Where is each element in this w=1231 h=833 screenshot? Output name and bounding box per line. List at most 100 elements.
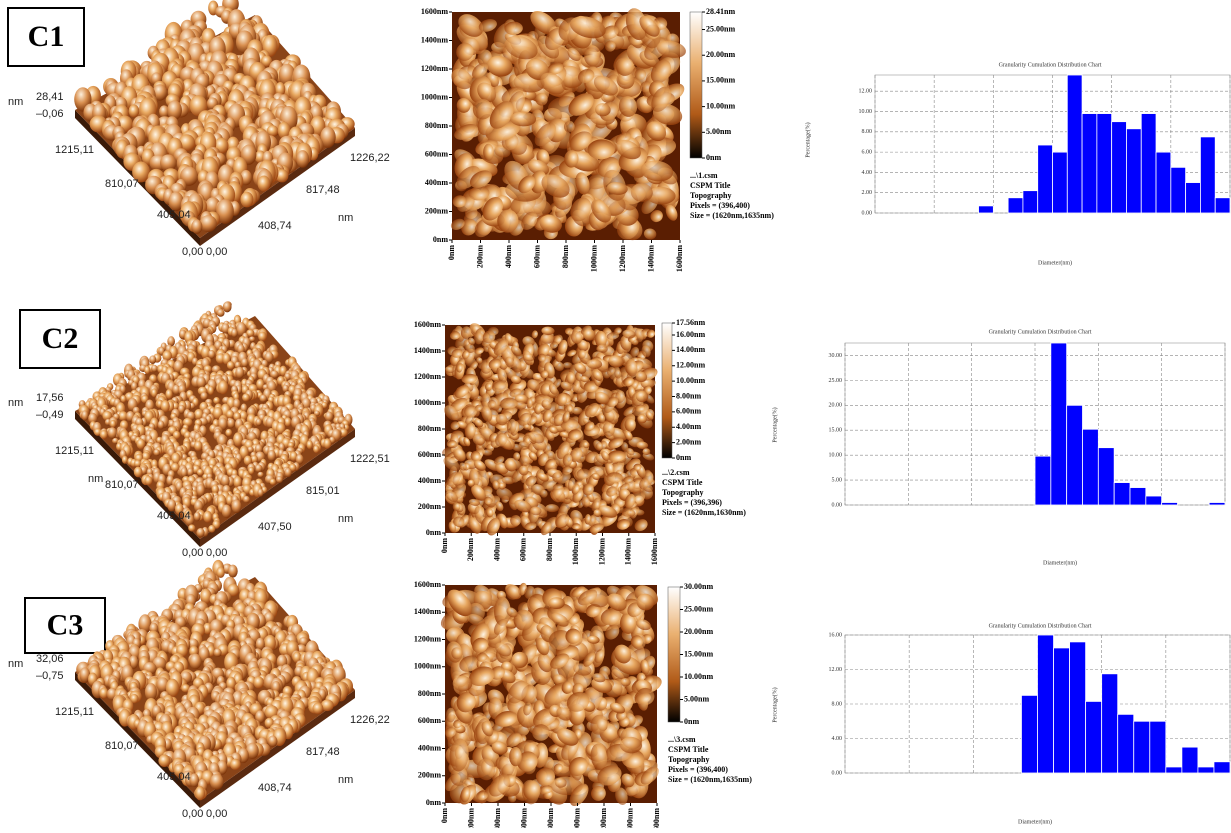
grain xyxy=(504,35,538,60)
grain xyxy=(595,103,611,117)
bar xyxy=(1165,766,1183,774)
map-y-tick: 400nm xyxy=(418,476,441,485)
grain xyxy=(530,170,547,194)
grain xyxy=(534,122,556,147)
grain-3d xyxy=(240,358,249,368)
map-y-tick: 1600nm xyxy=(414,320,441,329)
colorbar xyxy=(661,322,673,459)
grain xyxy=(646,121,667,142)
bar xyxy=(1161,502,1178,506)
grain xyxy=(591,199,612,223)
map-x-tick: 200nm xyxy=(466,538,475,561)
chart-title: Granularity Cumulation Distribution Char… xyxy=(999,62,1102,68)
bar xyxy=(1111,121,1127,214)
map-x-tick: 1400nm xyxy=(646,245,655,272)
grain-3d xyxy=(132,161,150,183)
y-axis-label: 0,00 xyxy=(182,808,203,820)
grain-3d xyxy=(149,355,157,364)
grain xyxy=(650,210,663,223)
bar xyxy=(1052,151,1068,214)
map-y-tick: 1400nm xyxy=(414,346,441,355)
grain xyxy=(602,25,619,40)
grain-3d xyxy=(267,449,276,462)
grain-3d xyxy=(231,499,242,514)
grain xyxy=(564,150,579,168)
bar xyxy=(1037,634,1054,774)
map-y-tick: 600nm xyxy=(418,450,441,459)
surface-features xyxy=(78,301,353,538)
surface-base xyxy=(200,429,355,547)
colorbar-label: 25.00nm xyxy=(706,24,735,33)
colorbar-label: 0nm xyxy=(684,717,699,726)
map-info: Pixels = (396,396) xyxy=(662,498,722,507)
grain xyxy=(452,195,467,208)
colorbar-label: 10.00nm xyxy=(706,101,735,110)
grain-3d xyxy=(221,323,230,334)
grain-3d xyxy=(178,134,196,151)
x-axis-label: 1222,51 xyxy=(350,453,390,465)
y-axis-label: 405,04 xyxy=(157,771,191,783)
y-tick-label: 10.00 xyxy=(859,109,873,115)
map-info: ...\1.csm xyxy=(690,171,718,180)
grain xyxy=(477,82,497,103)
grain xyxy=(461,218,477,236)
y-axis-label: 810,07 xyxy=(105,740,139,752)
grain-3d xyxy=(99,429,108,440)
grain-3d xyxy=(269,478,276,486)
grain-3d xyxy=(196,527,205,538)
grain xyxy=(486,55,513,77)
grain xyxy=(634,68,647,81)
grain xyxy=(497,209,519,233)
map-x-tick: 800nm xyxy=(546,808,555,828)
panel-label: C3 xyxy=(47,608,84,641)
y-tick-label: 5.00 xyxy=(832,477,843,483)
x-unit: nm xyxy=(338,212,353,224)
map-features xyxy=(450,8,686,241)
colorbar-label: 10.00nm xyxy=(676,376,705,385)
map-x-tick: 1000nm xyxy=(571,538,580,565)
map-y-tick: 200nm xyxy=(418,771,441,780)
grain-3d xyxy=(320,126,336,148)
grain-3d xyxy=(196,484,205,497)
colorbar-label: 4.00nm xyxy=(676,422,701,431)
panel-label: C1 xyxy=(28,20,65,53)
map-x-tick: 600nm xyxy=(652,808,661,828)
grain-3d xyxy=(203,510,213,523)
grain-3d xyxy=(275,476,283,484)
bar xyxy=(1149,720,1167,774)
y-axis-label: 1215,11 xyxy=(55,706,94,718)
map-y-tick: 400nm xyxy=(418,743,441,752)
grain-3d xyxy=(167,100,182,120)
y-axis-title: Percentage(%) xyxy=(771,687,778,722)
map-x-tick: 1200nm xyxy=(618,245,627,272)
grain xyxy=(478,19,497,32)
map-info: CSPM Title xyxy=(690,181,731,190)
y-axis-label: 810,07 xyxy=(105,479,139,491)
grain-3d xyxy=(209,773,224,790)
z-unit: nm xyxy=(8,96,23,108)
grain-3d xyxy=(81,410,89,421)
colorbar-label: 15.00nm xyxy=(706,76,735,85)
y-tick-label: 16.00 xyxy=(829,632,843,638)
grain-3d xyxy=(313,445,320,454)
grain-3d xyxy=(120,395,127,403)
bar xyxy=(1200,136,1216,214)
grain-3d xyxy=(158,754,171,767)
grain-3d xyxy=(162,350,173,361)
colorbar-label: 15.00nm xyxy=(684,649,713,658)
map-info: Topography xyxy=(668,755,710,764)
grain-3d xyxy=(191,219,203,234)
grain xyxy=(656,40,686,58)
grain-3d xyxy=(275,169,289,183)
grain xyxy=(504,21,523,35)
map-x-tick: 600nm xyxy=(519,808,528,828)
bar xyxy=(1181,746,1199,774)
map-y-tick: 1000nm xyxy=(414,662,441,671)
grain xyxy=(535,92,548,106)
grain-3d xyxy=(109,419,117,428)
colorbar-label: 0nm xyxy=(706,153,721,162)
grain-3d xyxy=(196,468,204,476)
grain-3d xyxy=(213,648,222,657)
bar xyxy=(1126,128,1142,214)
grain xyxy=(526,398,533,409)
